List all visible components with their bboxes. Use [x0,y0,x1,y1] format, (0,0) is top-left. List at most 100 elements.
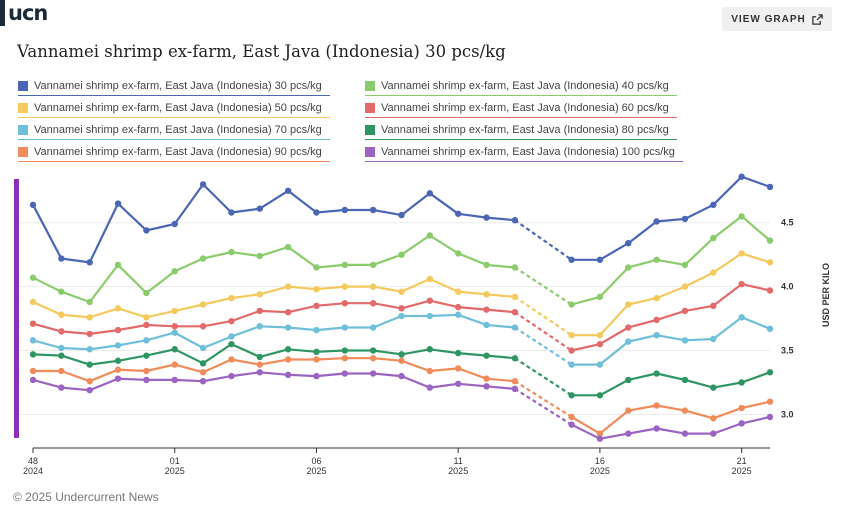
data-point[interactable] [426,232,434,239]
data-point[interactable] [454,210,462,217]
data-point[interactable] [625,239,632,247]
data-point[interactable] [341,261,349,269]
data-point[interactable] [369,261,377,269]
view-graph-button[interactable]: VIEW GRAPH [722,7,832,31]
data-point[interactable] [228,340,235,348]
data-point[interactable] [625,338,632,345]
data-point[interactable] [653,425,660,432]
data-point[interactable] [86,330,93,338]
data-point[interactable] [426,346,434,353]
data-point[interactable] [568,361,575,368]
data-point[interactable] [341,206,349,214]
data-point[interactable] [313,372,320,380]
data-point[interactable] [625,430,632,437]
data-point[interactable] [58,367,65,375]
data-point[interactable] [199,323,207,330]
data-point[interactable] [256,369,263,376]
data-point[interactable] [313,356,320,363]
data-point[interactable] [426,275,434,283]
data-point[interactable] [653,256,660,263]
data-point[interactable] [398,357,405,364]
data-point[interactable] [143,227,150,234]
legend-item[interactable]: Vannamei shrimp ex-farm, East Java (Indo… [365,142,683,162]
data-point[interactable] [568,421,575,428]
data-point[interactable] [738,420,745,427]
data-point[interactable] [171,323,178,330]
data-point[interactable] [171,268,178,275]
data-point[interactable] [653,332,660,339]
data-point[interactable] [511,293,519,301]
data-point[interactable] [483,291,490,298]
data-point[interactable] [398,312,405,320]
data-point[interactable] [625,407,632,414]
data-point[interactable] [369,283,377,290]
data-point[interactable] [284,356,292,363]
data-point[interactable] [398,372,405,380]
data-point[interactable] [228,209,235,216]
data-point[interactable] [568,413,575,421]
data-point[interactable] [284,324,292,331]
data-point[interactable] [483,352,490,359]
data-point[interactable] [29,298,37,306]
data-point[interactable] [398,288,405,295]
data-point[interactable] [596,392,604,399]
data-point[interactable] [710,201,717,209]
data-point[interactable] [398,211,405,219]
data-point[interactable] [199,369,207,376]
data-point[interactable] [256,323,263,330]
data-point[interactable] [114,261,122,269]
data-point[interactable] [596,430,604,437]
data-point[interactable] [86,386,93,394]
data-point[interactable] [766,413,774,421]
data-point[interactable] [171,361,178,368]
data-point[interactable] [313,264,320,271]
data-point[interactable] [710,269,717,276]
data-point[interactable] [114,326,122,334]
data-point[interactable] [625,376,632,384]
data-point[interactable] [29,274,37,281]
data-point[interactable] [511,355,519,362]
data-point[interactable] [86,298,93,306]
data-point[interactable] [625,264,632,271]
data-point[interactable] [86,378,93,385]
data-point[interactable] [398,351,405,358]
data-point[interactable] [228,372,235,380]
data-point[interactable] [256,307,263,315]
data-point[interactable] [426,297,434,304]
data-point[interactable] [114,375,122,382]
data-point[interactable] [58,352,65,359]
data-point[interactable] [738,213,745,220]
data-point[interactable] [653,402,660,409]
legend-item[interactable]: Vannamei shrimp ex-farm, East Java (Indo… [18,142,330,162]
data-point[interactable] [568,392,575,399]
data-point[interactable] [199,255,207,262]
data-point[interactable] [143,289,150,297]
data-point[interactable] [143,337,150,344]
data-point[interactable] [341,300,349,307]
data-point[interactable] [29,376,37,384]
data-point[interactable] [369,324,377,331]
data-point[interactable] [483,383,490,390]
data-point[interactable] [681,307,689,315]
data-point[interactable] [256,252,263,260]
data-point[interactable] [483,261,490,269]
data-point[interactable] [738,404,745,412]
data-point[interactable] [596,293,604,301]
data-point[interactable] [426,190,434,197]
data-point[interactable] [313,285,320,293]
data-point[interactable] [681,407,689,414]
data-point[interactable] [341,324,349,331]
legend-item[interactable]: Vannamei shrimp ex-farm, East Java (Indo… [365,120,677,140]
data-point[interactable] [568,301,575,308]
data-point[interactable] [58,288,65,295]
data-point[interactable] [738,173,745,180]
data-point[interactable] [596,361,604,368]
data-point[interactable] [369,355,377,362]
data-point[interactable] [256,361,263,368]
data-point[interactable] [58,384,65,391]
data-point[interactable] [398,251,405,258]
data-point[interactable] [143,321,150,329]
data-point[interactable] [766,398,774,405]
data-point[interactable] [86,259,93,266]
data-point[interactable] [313,302,320,310]
